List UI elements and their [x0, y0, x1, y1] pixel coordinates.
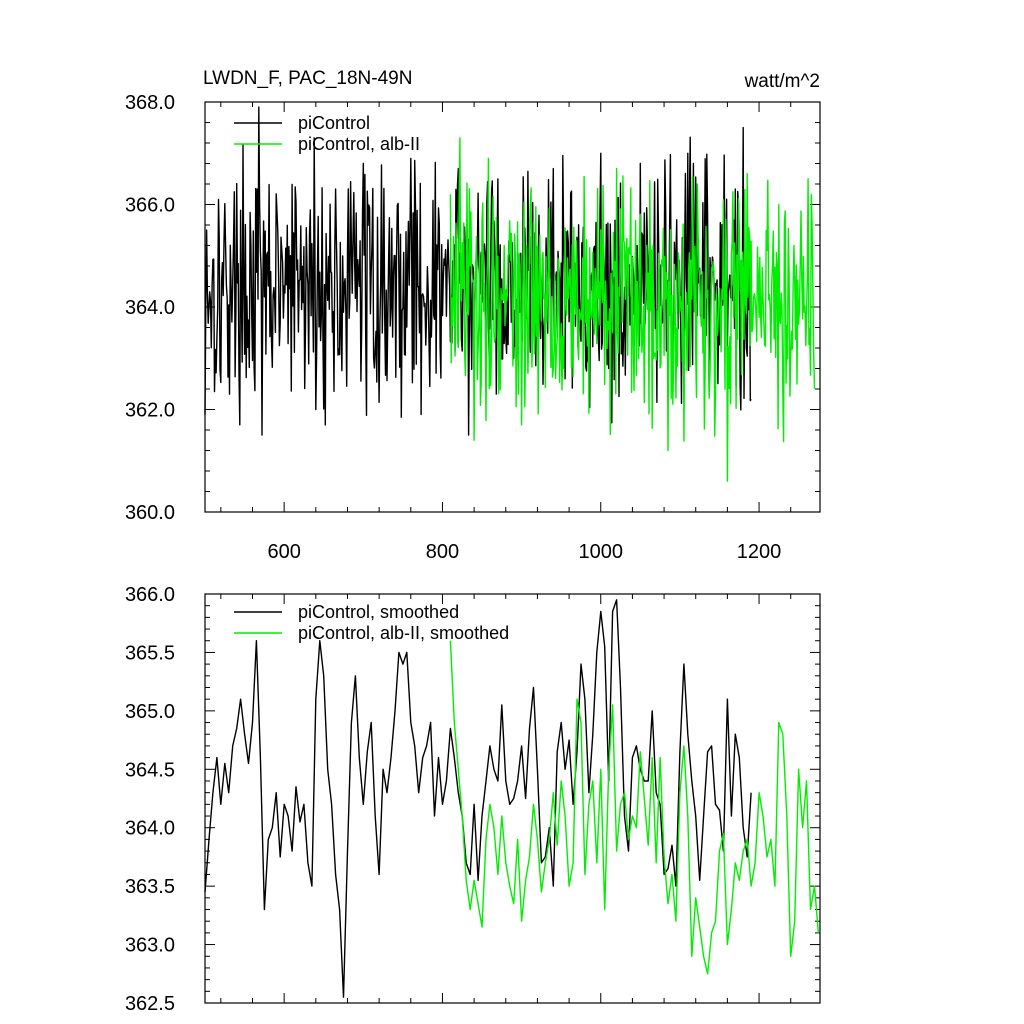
series-line-picontrol-smoothed — [204, 599, 752, 998]
bottom-y-tick-label: 362.5 — [125, 993, 175, 1015]
top-x-tick-label: 800 — [426, 541, 459, 563]
bottom-y-tick-label: 363.0 — [125, 935, 175, 957]
top-x-tick-label: 1000 — [579, 541, 624, 563]
top-legend: piControl piControl, alb-II — [234, 113, 420, 154]
legend-label-picontrol: piControl — [298, 113, 370, 133]
panel-top: LWDN_F, PAC_18N-49N watt/m^2 360.0362.03… — [125, 68, 821, 563]
bottom-y-tick-label: 364.0 — [125, 818, 175, 840]
bottom-y-tick-label: 364.5 — [125, 759, 175, 781]
top-y-tick-label: 360.0 — [125, 502, 175, 524]
top-y-tick-label: 368.0 — [125, 92, 175, 114]
bottom-y-tick-label: 365.5 — [125, 642, 175, 664]
top-plot-frame: 360.0 362.0 364.0 366.0 368.0 600 800 1000 1200 — [125, 92, 821, 563]
top-x-tick-label: 600 — [267, 541, 300, 563]
top-y-tick-label: 366.0 — [125, 195, 175, 217]
legend-label-picontrol-alb-ii-smoothed: piControl, alb-II, smoothed — [298, 623, 509, 643]
bottom-legend: piControl, smoothed piControl, alb-II, s… — [234, 602, 509, 643]
bottom-series-group — [204, 599, 820, 998]
top-series-group — [204, 106, 816, 482]
chart-title: LWDN_F, PAC_18N-49N — [203, 68, 412, 89]
bottom-y-tick-label: 366.0 — [125, 584, 175, 606]
series-line-picontrol-alb-ii — [449, 137, 816, 482]
bottom-y-tick-label: 365.0 — [125, 701, 175, 723]
top-y-tick-label: 364.0 — [125, 297, 175, 319]
series-line-picontrol — [204, 106, 752, 436]
legend-label-picontrol-alb-ii: piControl, alb-II — [298, 134, 420, 154]
top-x-tick-label: 1200 — [737, 541, 782, 563]
top-y-tick-label: 362.0 — [125, 400, 175, 422]
series-line-picontrol-alb-ii-smoothed — [449, 640, 820, 975]
bottom-plot-frame: 362.5 363.0 363.5 364.0 364.5 365.0 365.5 366.0 — [125, 584, 821, 1015]
panel-bottom: 362.5 363.0 363.5 364.0 364.5 365.0 365.5 366.0… — [125, 584, 821, 1015]
units-label: watt/m^2 — [744, 71, 820, 92]
bottom-y-tick-label: 363.5 — [125, 876, 175, 898]
bottom-plot-border — [204, 593, 821, 1004]
legend-label-picontrol-smoothed: piControl, smoothed — [298, 602, 459, 622]
